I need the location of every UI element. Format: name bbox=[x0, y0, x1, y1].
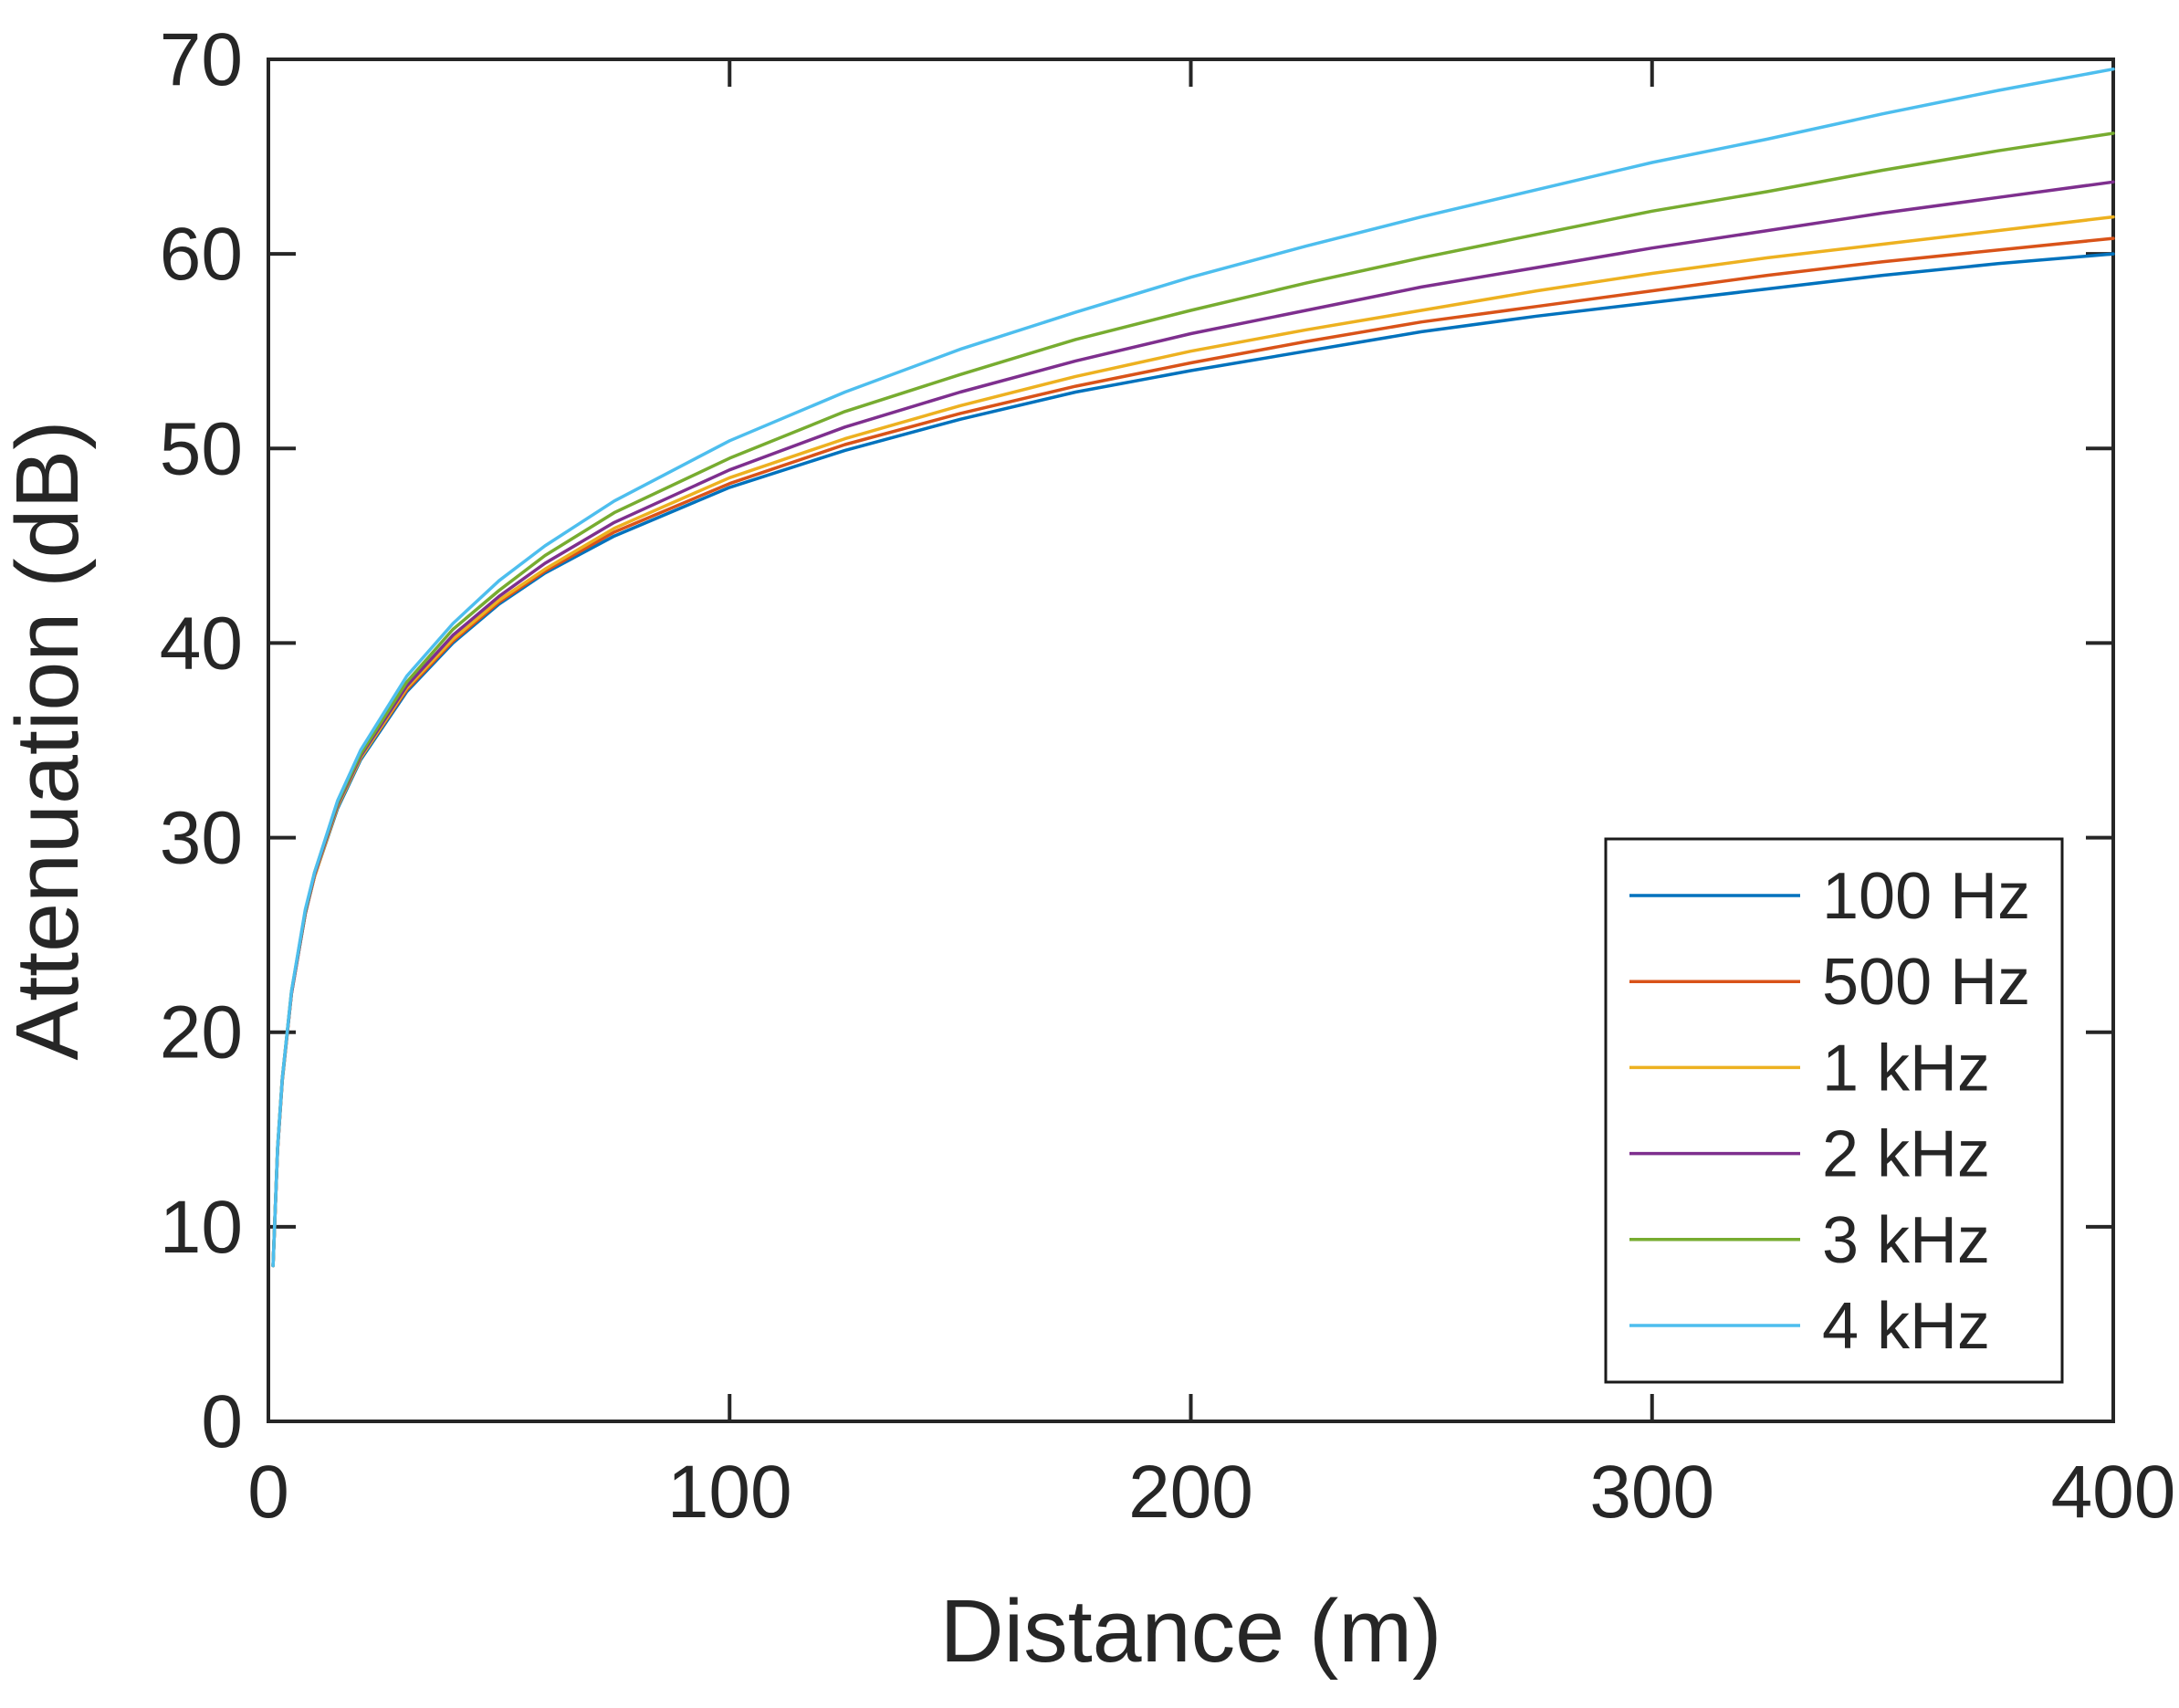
y-tick-label: 60 bbox=[160, 213, 243, 296]
legend-label-500-hz: 500 Hz bbox=[1822, 946, 2030, 1019]
y-tick-label: 30 bbox=[160, 797, 243, 880]
y-tick-label: 10 bbox=[160, 1186, 243, 1269]
curve-4-khz bbox=[271, 67, 2115, 1268]
x-tick-label: 200 bbox=[1128, 1451, 1253, 1534]
legend-label-4-khz: 4 kHz bbox=[1822, 1290, 1990, 1363]
x-tick-label: 400 bbox=[2051, 1451, 2176, 1534]
y-tick-label: 50 bbox=[160, 407, 243, 490]
x-axis-title: Distance (m) bbox=[940, 1581, 1442, 1681]
y-axis-title: Attenuation (dB) bbox=[0, 421, 97, 1061]
legend-label-100-hz: 100 Hz bbox=[1822, 860, 2030, 933]
y-tick-label: 70 bbox=[160, 18, 243, 101]
x-tick-label: 0 bbox=[247, 1451, 289, 1534]
legend-label-2-khz: 2 kHz bbox=[1822, 1118, 1990, 1191]
legend-label-3-khz: 3 kHz bbox=[1822, 1204, 1990, 1277]
x-tick-label: 300 bbox=[1589, 1451, 1714, 1534]
legend-label-1-khz: 1 kHz bbox=[1822, 1032, 1990, 1105]
legend-box bbox=[1604, 837, 2064, 1384]
x-tick-label: 100 bbox=[667, 1451, 792, 1534]
y-tick-label: 40 bbox=[160, 602, 243, 685]
y-tick-label: 0 bbox=[201, 1380, 243, 1463]
y-tick-label: 20 bbox=[160, 991, 243, 1074]
